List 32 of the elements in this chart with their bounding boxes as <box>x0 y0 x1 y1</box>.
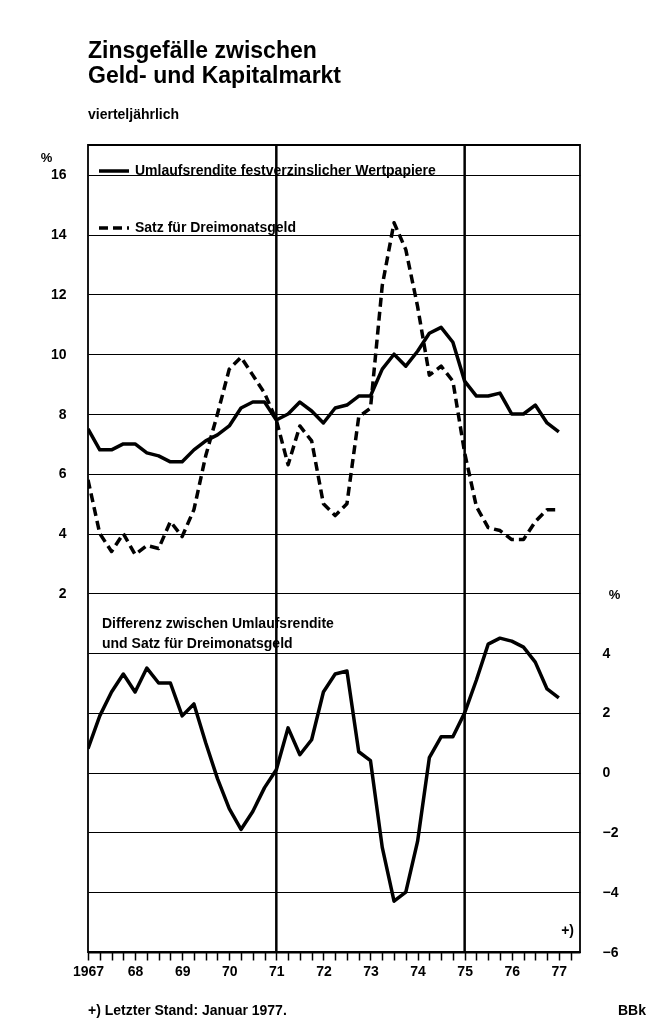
x-tick-label: 73 <box>363 962 379 979</box>
x-tick-label: 1967 <box>72 962 105 979</box>
x-tick-label: 75 <box>457 962 474 979</box>
y2-tick-label: −2 <box>602 823 619 840</box>
y-tick-label: 16 <box>50 166 67 183</box>
y2-tick-label: 0 <box>602 764 611 781</box>
x-tick-label: 69 <box>174 962 191 979</box>
y-tick-label: 6 <box>58 465 67 482</box>
y-tick-label: 4 <box>58 525 67 542</box>
y-tick-label: 8 <box>58 405 67 422</box>
x-tick-label: 70 <box>221 962 238 979</box>
y-tick-label: 10 <box>50 345 67 362</box>
y-tick-label: 14 <box>50 226 67 243</box>
x-tick-label: 72 <box>316 962 332 979</box>
y2-tick-label: 2 <box>602 704 611 721</box>
y-tick-label: 2 <box>58 584 67 601</box>
y2-tick-label: −4 <box>602 883 619 900</box>
x-tick-label: 76 <box>504 962 521 979</box>
y2-axis-title: % <box>608 586 621 602</box>
annotation: +) <box>561 922 574 938</box>
x-tick-label: 74 <box>410 962 427 979</box>
x-tick-label: 77 <box>551 962 568 979</box>
chart-title: Zinsgefälle zwischen Geld- und Kapitalmarkt <box>88 36 342 88</box>
y2-tick-label: −6 <box>602 943 619 960</box>
y2-tick-label: 4 <box>602 644 611 661</box>
text: BBk <box>617 1002 647 1018</box>
chart-subtitle: vierteljährlich <box>88 105 180 122</box>
x-tick-label: 68 <box>127 962 144 979</box>
y-tick-label: 12 <box>50 285 67 302</box>
y-axis-title: % <box>40 149 53 165</box>
text: +) Letzter Stand: Januar 1977. <box>88 1002 287 1018</box>
x-tick-label: 71 <box>269 962 285 979</box>
